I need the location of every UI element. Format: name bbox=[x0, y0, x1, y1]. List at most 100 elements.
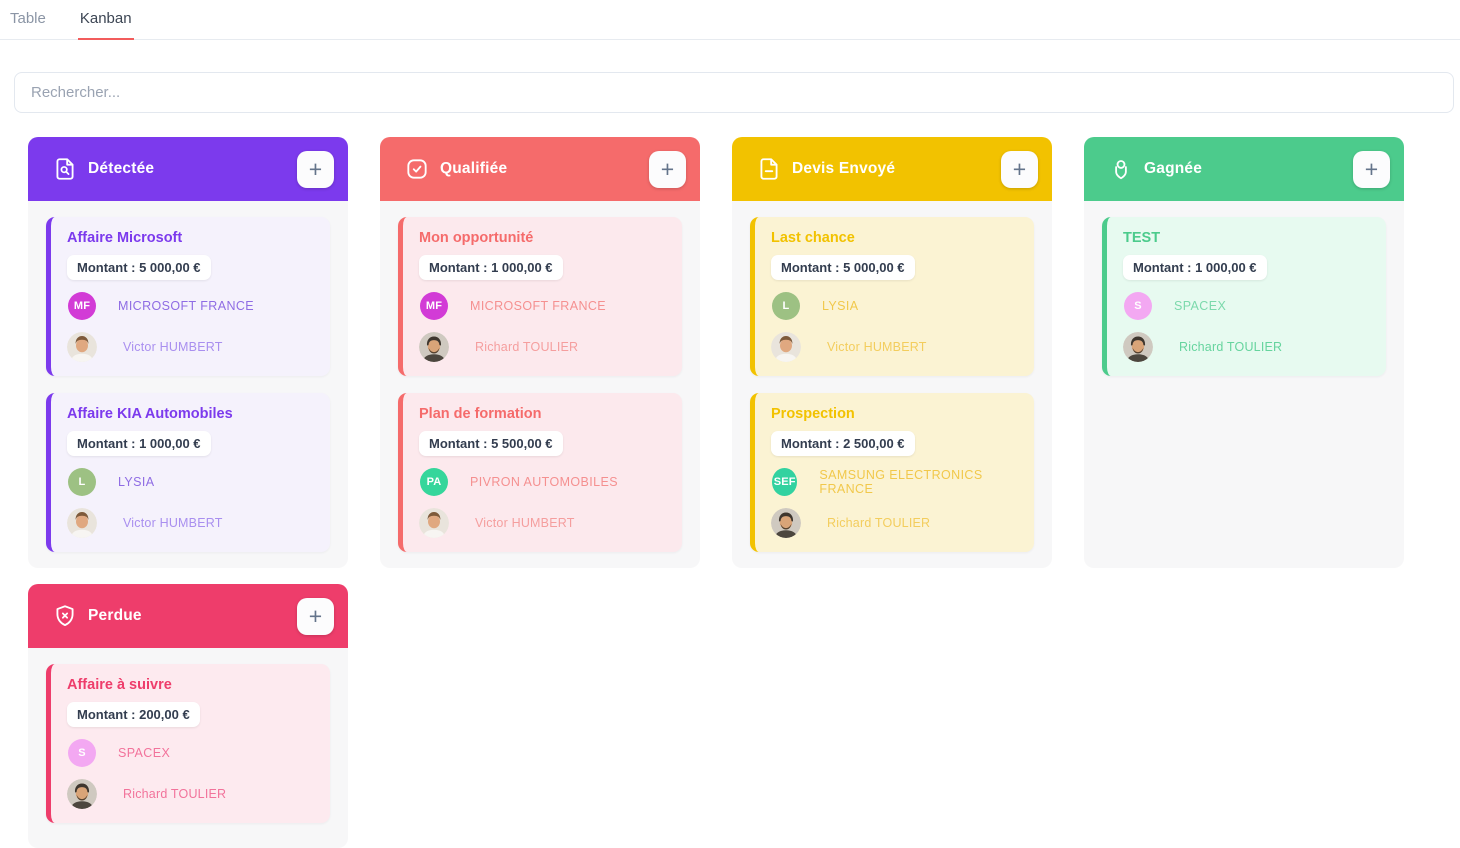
owner-name: Richard TOULIER bbox=[123, 787, 227, 801]
company-name: MICROSOFT FRANCE bbox=[470, 299, 607, 313]
company-row: MF MICROSOFT FRANCE bbox=[67, 292, 316, 320]
company-name: PIVRON AUTOMOBILES bbox=[470, 475, 618, 489]
amount-badge: Montant : 1 000,00 € bbox=[1123, 255, 1267, 280]
amount-badge: Montant : 2 500,00 € bbox=[771, 431, 915, 456]
amount-badge: Montant : 5 000,00 € bbox=[771, 255, 915, 280]
column-title: Qualifiée bbox=[440, 160, 508, 177]
photo-victor-avatar bbox=[67, 508, 97, 538]
tab-kanban[interactable]: Kanban bbox=[77, 0, 134, 40]
owner-row: Victor HUMBERT bbox=[67, 508, 316, 538]
check-square-icon bbox=[404, 156, 430, 182]
company-row: SEF SAMSUNG ELECTRONICS FRANCE bbox=[771, 468, 1020, 496]
company-initials-avatar: S bbox=[1124, 292, 1152, 320]
tab-label: Table bbox=[10, 10, 46, 27]
opportunity-card[interactable]: Prospection Montant : 2 500,00 € SEF SAM… bbox=[750, 393, 1034, 552]
amount-badge: Montant : 200,00 € bbox=[67, 702, 200, 727]
company-row: S SPACEX bbox=[1123, 292, 1372, 320]
opportunity-card[interactable]: Last chance Montant : 5 000,00 € L LYSIA… bbox=[750, 217, 1034, 376]
owner-name: Victor HUMBERT bbox=[827, 340, 927, 354]
owner-row: Victor HUMBERT bbox=[67, 332, 316, 362]
company-initials-avatar: L bbox=[68, 468, 96, 496]
company-name: LYSIA bbox=[822, 299, 859, 313]
photo-richard-avatar bbox=[67, 779, 97, 809]
file-search-icon bbox=[52, 156, 78, 182]
photo-richard-avatar bbox=[1123, 332, 1153, 362]
owner-name: Richard TOULIER bbox=[1179, 340, 1283, 354]
column-title: Perdue bbox=[88, 607, 142, 624]
award-icon bbox=[1108, 156, 1134, 182]
company-initials-avatar: PA bbox=[420, 468, 448, 496]
company-name: MICROSOFT FRANCE bbox=[118, 299, 255, 313]
card-title: Mon opportunité bbox=[419, 230, 534, 246]
search-input[interactable] bbox=[14, 72, 1454, 113]
owner-name: Richard TOULIER bbox=[475, 340, 579, 354]
amount-badge: Montant : 1 000,00 € bbox=[67, 431, 211, 456]
card-title: Prospection bbox=[771, 406, 855, 422]
card-title: Affaire KIA Automobiles bbox=[67, 406, 233, 422]
file-line-icon bbox=[756, 156, 782, 182]
company-name: SPACEX bbox=[118, 746, 171, 760]
company-initials-avatar: SEF bbox=[772, 468, 798, 496]
kanban-board: Détectée + Affaire Microsoft Montant : 5… bbox=[0, 113, 1460, 848]
column-body: Affaire Microsoft Montant : 5 000,00 € M… bbox=[28, 201, 348, 568]
add-card-button[interactable]: + bbox=[297, 597, 334, 635]
opportunity-card[interactable]: Affaire Microsoft Montant : 5 000,00 € M… bbox=[46, 217, 330, 376]
owner-row: Richard TOULIER bbox=[67, 779, 316, 809]
owner-row: Richard TOULIER bbox=[1123, 332, 1372, 362]
opportunity-card[interactable]: Plan de formation Montant : 5 500,00 € P… bbox=[398, 393, 682, 552]
owner-name: Victor HUMBERT bbox=[475, 516, 575, 530]
add-card-button[interactable]: + bbox=[1353, 150, 1390, 188]
add-card-button[interactable]: + bbox=[649, 150, 686, 188]
tab-label: Kanban bbox=[79, 10, 132, 27]
company-initials-avatar: L bbox=[772, 292, 800, 320]
column-title: Détectée bbox=[88, 160, 155, 177]
card-title: Affaire Microsoft bbox=[67, 230, 183, 246]
amount-badge: Montant : 1 000,00 € bbox=[419, 255, 563, 280]
photo-richard-avatar bbox=[419, 332, 449, 362]
opportunity-card[interactable]: TEST Montant : 1 000,00 € S SPACEX Richa… bbox=[1102, 217, 1386, 376]
view-tabs: Table Kanban bbox=[0, 0, 1460, 40]
company-name: SPACEX bbox=[1174, 299, 1227, 313]
company-row: S SPACEX bbox=[67, 739, 316, 767]
company-row: L LYSIA bbox=[771, 292, 1020, 320]
owner-row: Victor HUMBERT bbox=[419, 508, 668, 538]
opportunity-card[interactable]: Affaire à suivre Montant : 200,00 € S SP… bbox=[46, 664, 330, 823]
kanban-column: Devis Envoyé + Last chance Montant : 5 0… bbox=[732, 137, 1052, 568]
card-title: Last chance bbox=[771, 230, 855, 246]
card-title: Affaire à suivre bbox=[67, 677, 172, 693]
add-card-button[interactable]: + bbox=[297, 150, 334, 188]
company-initials-avatar: MF bbox=[420, 292, 448, 320]
owner-row: Richard TOULIER bbox=[771, 508, 1020, 538]
column-header: Détectée + bbox=[28, 137, 348, 201]
amount-badge: Montant : 5 000,00 € bbox=[67, 255, 211, 280]
photo-richard-avatar bbox=[771, 508, 801, 538]
column-body: Mon opportunité Montant : 1 000,00 € MF … bbox=[380, 201, 700, 568]
opportunity-card[interactable]: Affaire KIA Automobiles Montant : 1 000,… bbox=[46, 393, 330, 552]
company-row: MF MICROSOFT FRANCE bbox=[419, 292, 668, 320]
photo-victor-avatar bbox=[771, 332, 801, 362]
column-body: Affaire à suivre Montant : 200,00 € S SP… bbox=[28, 648, 348, 848]
card-title: TEST bbox=[1123, 230, 1161, 246]
owner-name: Victor HUMBERT bbox=[123, 340, 223, 354]
column-header: Devis Envoyé + bbox=[732, 137, 1052, 201]
shield-x-icon bbox=[52, 603, 78, 629]
owner-name: Victor HUMBERT bbox=[123, 516, 223, 530]
opportunity-card[interactable]: Mon opportunité Montant : 1 000,00 € MF … bbox=[398, 217, 682, 376]
photo-victor-avatar bbox=[67, 332, 97, 362]
photo-victor-avatar bbox=[419, 508, 449, 538]
kanban-column: Perdue + Affaire à suivre Montant : 200,… bbox=[28, 584, 348, 848]
column-title: Gagnée bbox=[1144, 160, 1203, 177]
kanban-column: Qualifiée + Mon opportunité Montant : 1 … bbox=[380, 137, 700, 568]
tab-table[interactable]: Table bbox=[8, 0, 48, 40]
column-body: Last chance Montant : 5 000,00 € L LYSIA… bbox=[732, 201, 1052, 568]
column-header: Gagnée + bbox=[1084, 137, 1404, 201]
company-row: PA PIVRON AUTOMOBILES bbox=[419, 468, 668, 496]
company-name: SAMSUNG ELECTRONICS FRANCE bbox=[819, 468, 983, 496]
kanban-column: Détectée + Affaire Microsoft Montant : 5… bbox=[28, 137, 348, 568]
card-title: Plan de formation bbox=[419, 406, 542, 422]
company-initials-avatar: S bbox=[68, 739, 96, 767]
company-initials-avatar: MF bbox=[68, 292, 96, 320]
add-card-button[interactable]: + bbox=[1001, 150, 1038, 188]
company-name: LYSIA bbox=[118, 475, 155, 489]
column-title: Devis Envoyé bbox=[792, 160, 896, 177]
